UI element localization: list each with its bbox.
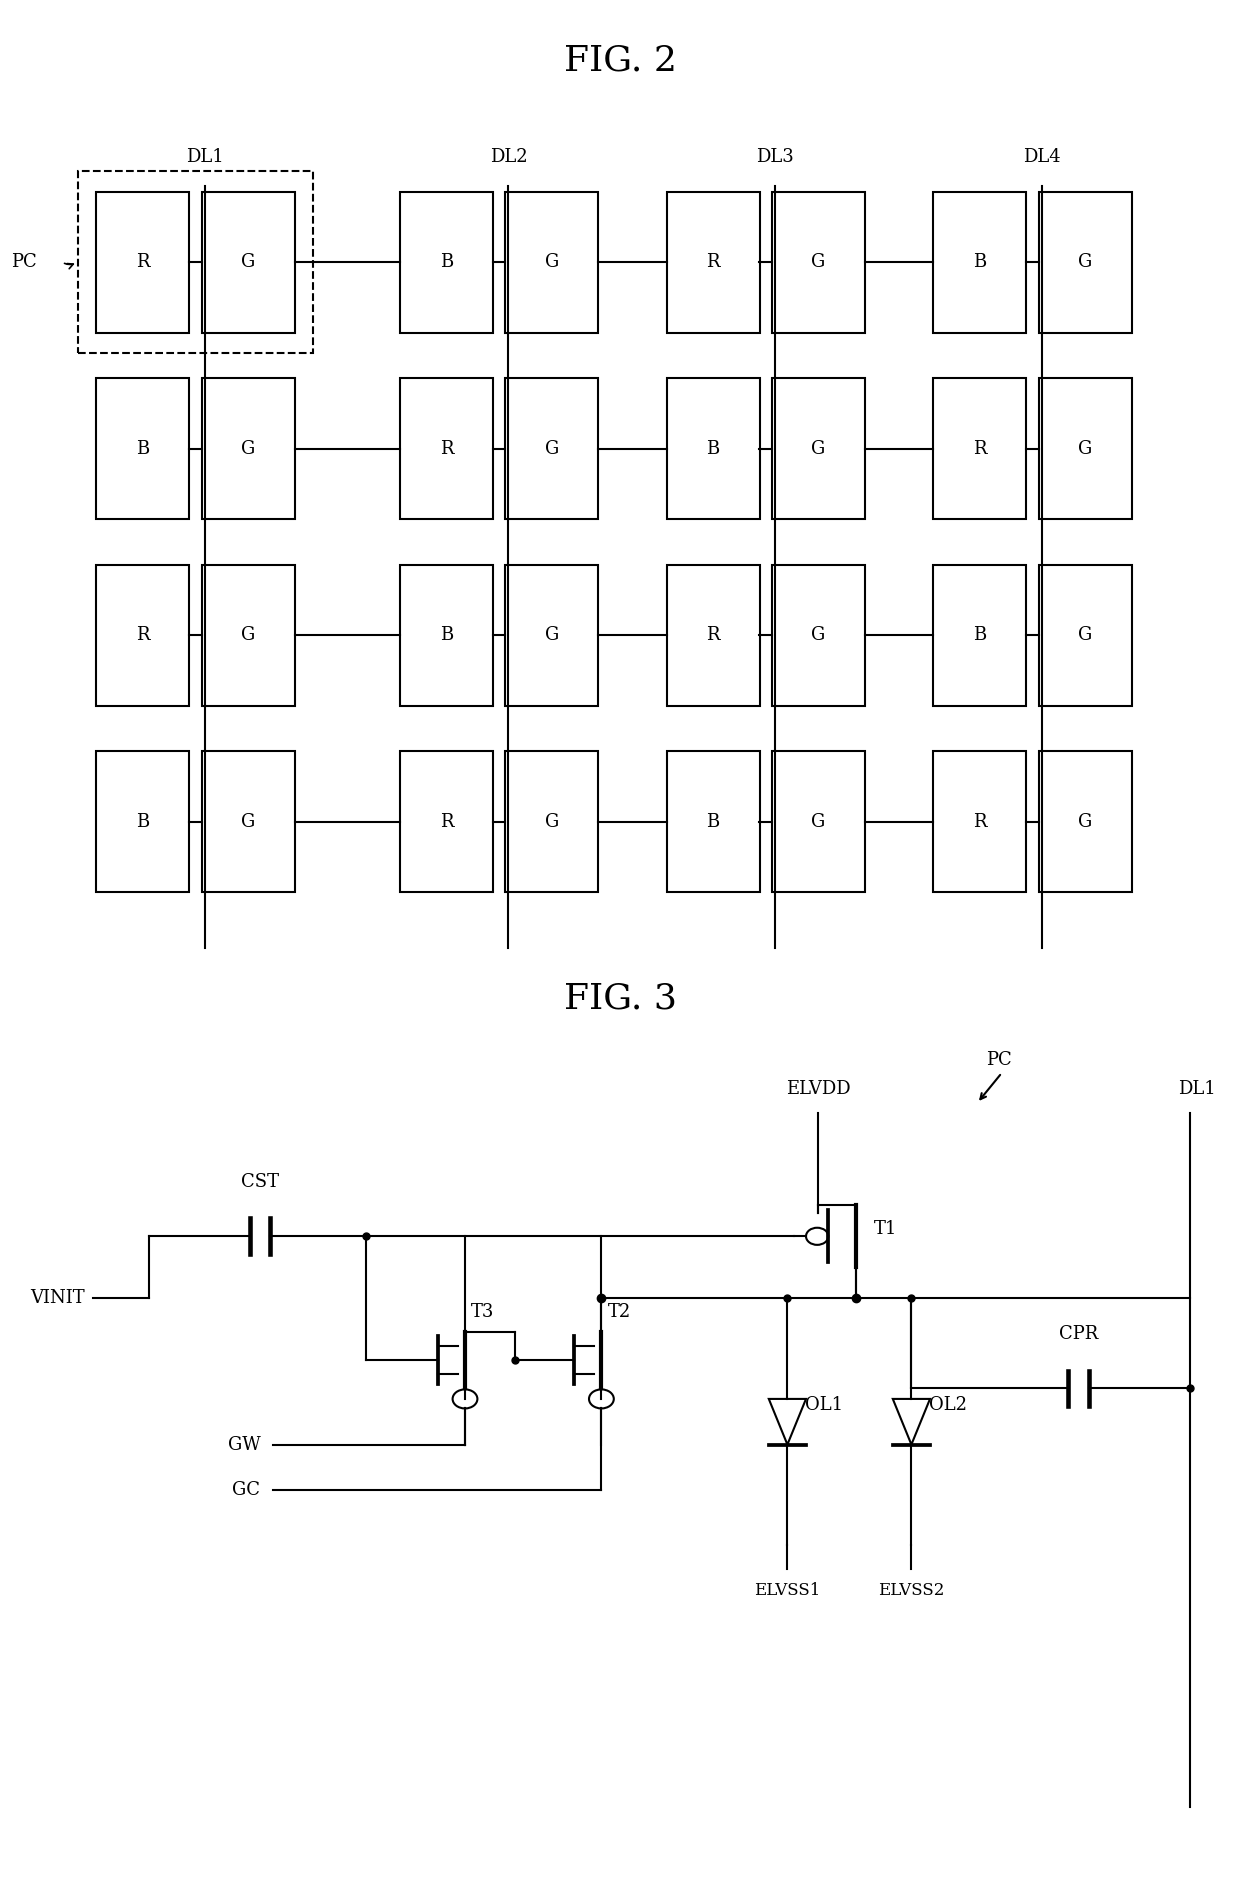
Text: G: G [544,812,559,831]
Text: DL1: DL1 [186,148,223,165]
Text: R: R [136,626,149,645]
Text: G: G [1078,439,1092,458]
Text: B: B [136,812,149,831]
Text: G: G [1078,812,1092,831]
Text: T2: T2 [608,1303,631,1320]
Text: OL2: OL2 [929,1396,967,1413]
Polygon shape [769,1400,806,1446]
Text: B: B [973,626,986,645]
Bar [399,192,494,333]
Text: G: G [544,253,559,272]
Text: VINIT: VINIT [30,1290,84,1307]
Text: DL1: DL1 [1178,1080,1215,1099]
Text: OL1: OL1 [805,1396,843,1413]
Text: T1: T1 [874,1219,898,1238]
Text: DL2: DL2 [490,148,527,165]
Text: R: R [707,626,719,645]
Text: CPR: CPR [1059,1326,1099,1343]
Text: R: R [973,439,986,458]
Text: R: R [707,253,719,272]
Text: G: G [811,626,826,645]
Bar [201,192,295,333]
Bar [1039,751,1131,892]
Text: B: B [136,439,149,458]
Bar [506,378,599,519]
Text: CST: CST [242,1174,279,1191]
Bar [1039,378,1131,519]
Text: G: G [811,253,826,272]
Bar [506,565,599,706]
Text: ELVSS1: ELVSS1 [754,1582,821,1598]
Bar [934,378,1025,519]
Text: PC: PC [11,253,37,272]
Text: R: R [973,812,986,831]
Bar [667,192,759,333]
Bar [934,565,1025,706]
Bar [667,378,759,519]
Bar [667,751,759,892]
Text: G: G [241,253,255,272]
Bar [97,751,190,892]
Text: GC: GC [232,1482,260,1499]
Text: R: R [440,439,453,458]
Bar [771,751,866,892]
Bar [771,565,866,706]
Bar [78,171,312,354]
Polygon shape [893,1400,930,1446]
Bar [771,192,866,333]
Text: B: B [440,253,453,272]
Text: G: G [241,439,255,458]
Text: G: G [811,812,826,831]
Text: G: G [811,439,826,458]
Bar [506,751,599,892]
Text: ELVDD: ELVDD [786,1080,851,1099]
Text: ELVSS2: ELVSS2 [878,1582,945,1598]
Text: FIG. 2: FIG. 2 [563,44,677,78]
Text: GW: GW [228,1436,260,1453]
Text: G: G [241,626,255,645]
Bar [97,565,190,706]
Bar [1039,565,1131,706]
Bar [399,378,494,519]
Text: B: B [440,626,453,645]
Text: FIG. 3: FIG. 3 [563,981,677,1016]
Text: G: G [241,812,255,831]
Bar [667,565,759,706]
Bar [97,378,190,519]
Text: T3: T3 [471,1303,495,1320]
Text: R: R [440,812,453,831]
Bar [399,565,494,706]
Text: B: B [707,812,719,831]
Text: DL3: DL3 [756,148,794,165]
Bar [201,751,295,892]
Bar [506,192,599,333]
Text: B: B [707,439,719,458]
Bar [934,751,1025,892]
Text: B: B [973,253,986,272]
Bar [771,378,866,519]
Text: DL4: DL4 [1023,148,1060,165]
Bar [934,192,1025,333]
Bar [399,751,494,892]
Bar [201,565,295,706]
Text: G: G [1078,626,1092,645]
Text: G: G [544,626,559,645]
Text: G: G [1078,253,1092,272]
Text: R: R [136,253,149,272]
Text: G: G [544,439,559,458]
Text: PC: PC [986,1052,1012,1069]
Bar [97,192,190,333]
Bar [201,378,295,519]
Bar [1039,192,1131,333]
